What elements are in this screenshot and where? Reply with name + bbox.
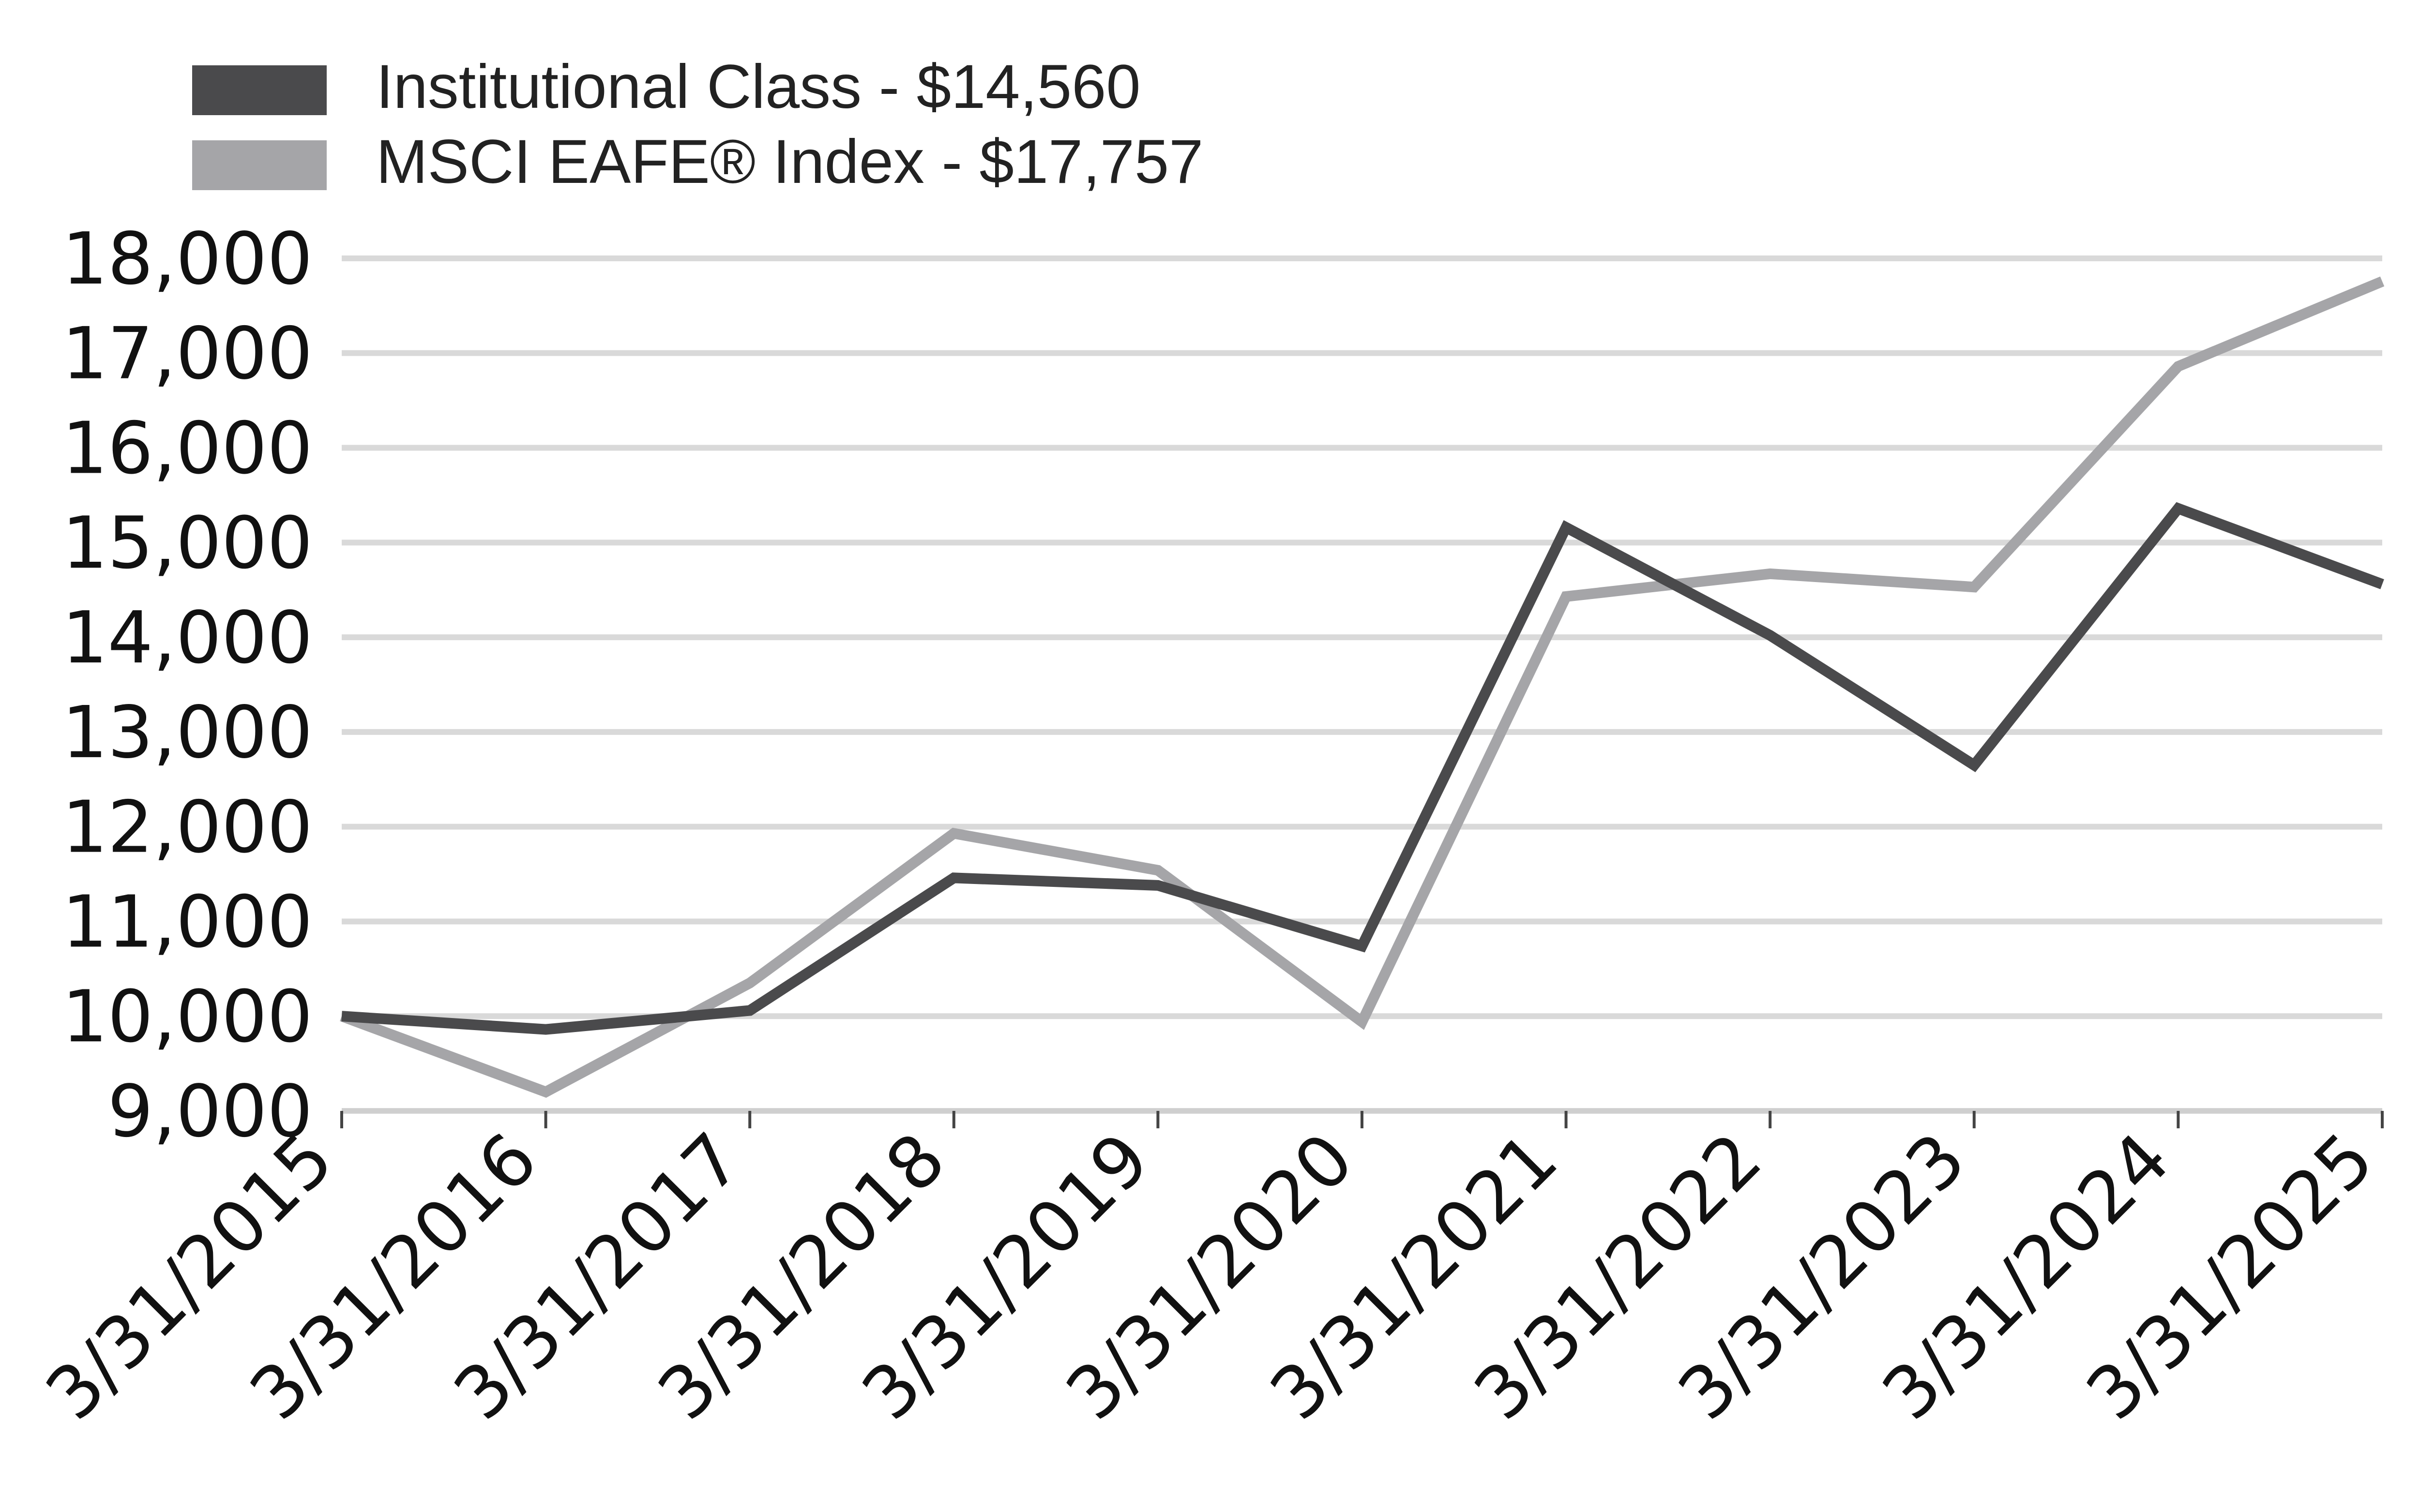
y-tick-label: 16,000 [62,407,313,490]
legend-label: Institutional Class - $14,560 [376,52,1141,121]
legend-swatch [192,140,327,190]
y-tick-label: 11,000 [62,880,313,963]
x-axis: 3/31/20153/31/20163/31/20173/31/20183/31… [30,1108,2390,1436]
y-tick-label: 12,000 [62,786,313,869]
y-tick-label: 13,000 [62,691,313,774]
y-tick-label: 18,000 [62,217,313,300]
gridlines [342,255,2382,1114]
y-tick-label: 9,000 [107,1070,313,1153]
y-tick-label: 15,000 [62,501,313,584]
y-tick-label: 17,000 [62,312,313,395]
series-line-1 [341,502,2384,1035]
series-lines [340,276,2385,1098]
y-axis: 9,000 10,000 11,000 12,000 13,000 14,000 15,00… [62,217,313,1153]
y-tick-label: 14,000 [62,596,313,679]
series-line-2 [340,276,2385,1098]
y-tick-label: 10,000 [62,975,313,1058]
legend-swatch [192,65,327,115]
legend-label: MSCI EAFE® Index - $17,757 [376,127,1203,196]
